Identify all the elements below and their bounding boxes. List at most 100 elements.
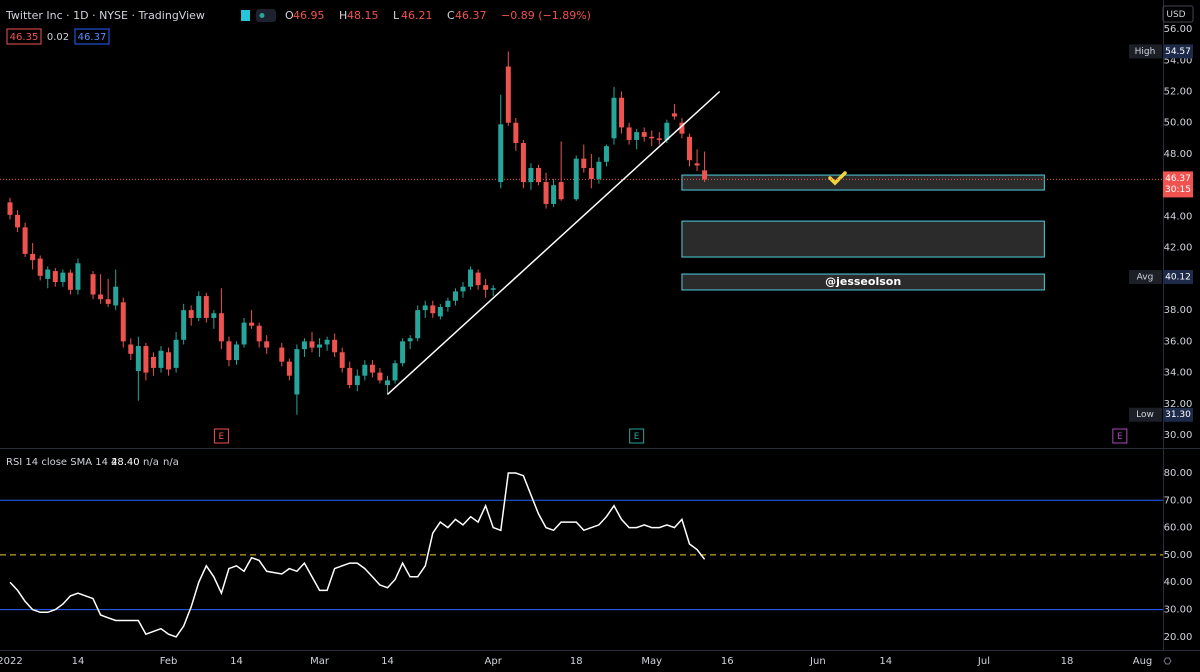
price-label-box <box>1163 407 1193 422</box>
rsi-tick-label: 80.00 <box>1164 468 1193 479</box>
candle-body <box>694 163 700 166</box>
candle-body <box>437 306 443 317</box>
candle-body <box>317 344 323 348</box>
candle-body <box>188 310 194 318</box>
candle-body <box>611 97 617 139</box>
candle-body <box>347 367 353 386</box>
rsi-tick-label: 20.00 <box>1164 632 1193 643</box>
candle-body <box>354 375 360 386</box>
candle-body <box>113 286 119 306</box>
change: −0.89 (−1.89%) <box>501 9 591 22</box>
rsi-tick-label: 70.00 <box>1164 495 1193 506</box>
price-label-value: 54.57 <box>1165 47 1191 57</box>
candle-body <box>30 253 36 261</box>
countdown: 30:15 <box>1165 185 1191 195</box>
candle-body <box>641 132 647 137</box>
candle-body <box>52 271 58 283</box>
candle-body <box>445 300 451 307</box>
spread: 0.02 <box>47 32 69 43</box>
candle-body <box>203 296 209 318</box>
flag-icon[interactable] <box>241 10 250 21</box>
zone <box>681 174 1045 191</box>
candle-body <box>468 269 474 287</box>
zone <box>681 273 1045 291</box>
candle-body <box>664 122 670 140</box>
ohlc-value: 48.15 <box>347 9 379 22</box>
candle-body <box>513 122 519 144</box>
ask: 46.37 <box>78 32 107 43</box>
candle-body <box>498 124 504 183</box>
ohlc-letter: C <box>447 9 455 22</box>
candle-body <box>369 364 375 373</box>
rsi-tick-label: 50.00 <box>1164 550 1193 561</box>
ohlc-value: 46.37 <box>455 9 487 22</box>
candle-body <box>211 313 217 318</box>
candle-body <box>60 272 66 283</box>
price-label-name-box <box>1129 44 1162 59</box>
candle-body <box>430 305 436 314</box>
symbol-title: Twitter Inc · 1D · NYSE · TradingView <box>5 9 205 22</box>
candle-body <box>218 313 224 342</box>
watermark: @jesseolson <box>825 275 901 288</box>
candle-body <box>15 214 21 228</box>
candle-body <box>37 258 43 276</box>
x-tick-label: Jul <box>977 656 990 667</box>
ohlc-value: 46.21 <box>401 9 433 22</box>
price-label-name: Avg <box>1137 273 1154 283</box>
candle-body <box>452 291 458 301</box>
y-tick-label: 30.00 <box>1164 430 1193 441</box>
rsi-tick-label: 40.00 <box>1164 577 1193 588</box>
candle-body <box>150 356 156 368</box>
x-tick-label: May <box>641 656 662 667</box>
status-pill[interactable] <box>256 9 276 22</box>
candle-body <box>173 339 179 368</box>
x-tick-label: 14 <box>879 656 892 667</box>
y-tick-label: 42.00 <box>1164 243 1193 254</box>
candle-body <box>626 127 632 140</box>
candle-body <box>558 182 564 200</box>
candle-body <box>105 299 111 304</box>
candle-body <box>264 341 270 348</box>
settings-icon[interactable] <box>1163 657 1172 665</box>
last-price: 46.37 <box>1165 174 1191 184</box>
y-tick-label: 50.00 <box>1164 118 1193 129</box>
candle-body <box>392 363 398 381</box>
candle-body <box>596 161 602 179</box>
candle-body <box>249 322 255 326</box>
candle-body <box>301 341 307 350</box>
candle-body <box>234 344 239 361</box>
price-label-value: 31.30 <box>1165 410 1191 420</box>
rsi-legend-value: n/a <box>143 457 159 468</box>
candle-body <box>385 380 390 386</box>
candle-body <box>279 347 285 362</box>
currency: USD <box>1166 10 1185 20</box>
candle-body <box>286 361 292 376</box>
y-tick-label: 36.00 <box>1164 336 1193 347</box>
candle-body <box>7 202 13 215</box>
y-tick-label: 38.00 <box>1164 305 1193 316</box>
currency-button[interactable] <box>1162 5 1194 23</box>
ohlc-letter: L <box>393 9 400 22</box>
candle-body <box>460 286 466 292</box>
ask-box[interactable] <box>74 28 110 45</box>
candle-body <box>687 136 692 161</box>
bid-box[interactable] <box>6 28 42 45</box>
candle-body <box>309 341 315 348</box>
x-tick-label: Apr <box>485 656 503 667</box>
x-tick-label: 18 <box>1061 656 1074 667</box>
candle-body <box>407 338 413 342</box>
x-tick-label: Aug <box>1133 656 1153 667</box>
candle-body <box>324 339 330 345</box>
y-tick-label: 54.00 <box>1164 55 1193 66</box>
zone <box>681 220 1045 258</box>
candle-body <box>256 325 262 342</box>
earnings-marker <box>1112 428 1128 444</box>
candle-body <box>166 352 172 370</box>
x-tick-label: Mar <box>310 656 330 667</box>
candle-body <box>128 344 134 354</box>
price-label-name: High <box>1135 47 1156 57</box>
y-tick-label: 32.00 <box>1164 399 1193 410</box>
candle-body <box>45 269 51 279</box>
